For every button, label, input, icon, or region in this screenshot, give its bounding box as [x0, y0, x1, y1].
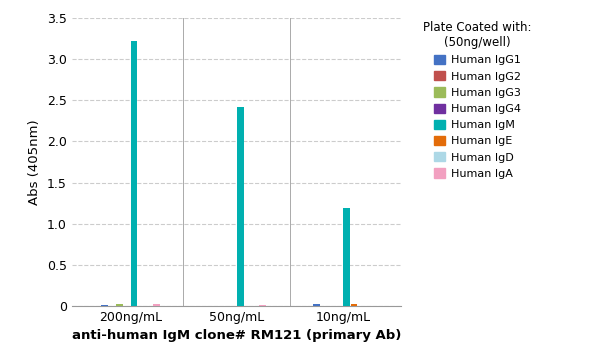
Bar: [237, 107, 244, 306]
Bar: [131, 41, 138, 306]
X-axis label: anti-human IgM clone# RM121 (primary Ab): anti-human IgM clone# RM121 (primary Ab): [72, 329, 401, 342]
Bar: [343, 208, 350, 306]
Y-axis label: Abs (405nm): Abs (405nm): [29, 119, 41, 205]
Bar: [259, 305, 266, 306]
Bar: [116, 304, 123, 306]
Legend: Human IgG1, Human IgG2, Human IgG3, Human IgG4, Human IgM, Human IgE, Human IgD,: Human IgG1, Human IgG2, Human IgG3, Huma…: [420, 18, 536, 182]
Bar: [313, 304, 320, 306]
Bar: [101, 305, 108, 306]
Bar: [350, 303, 358, 306]
Bar: [153, 304, 160, 306]
